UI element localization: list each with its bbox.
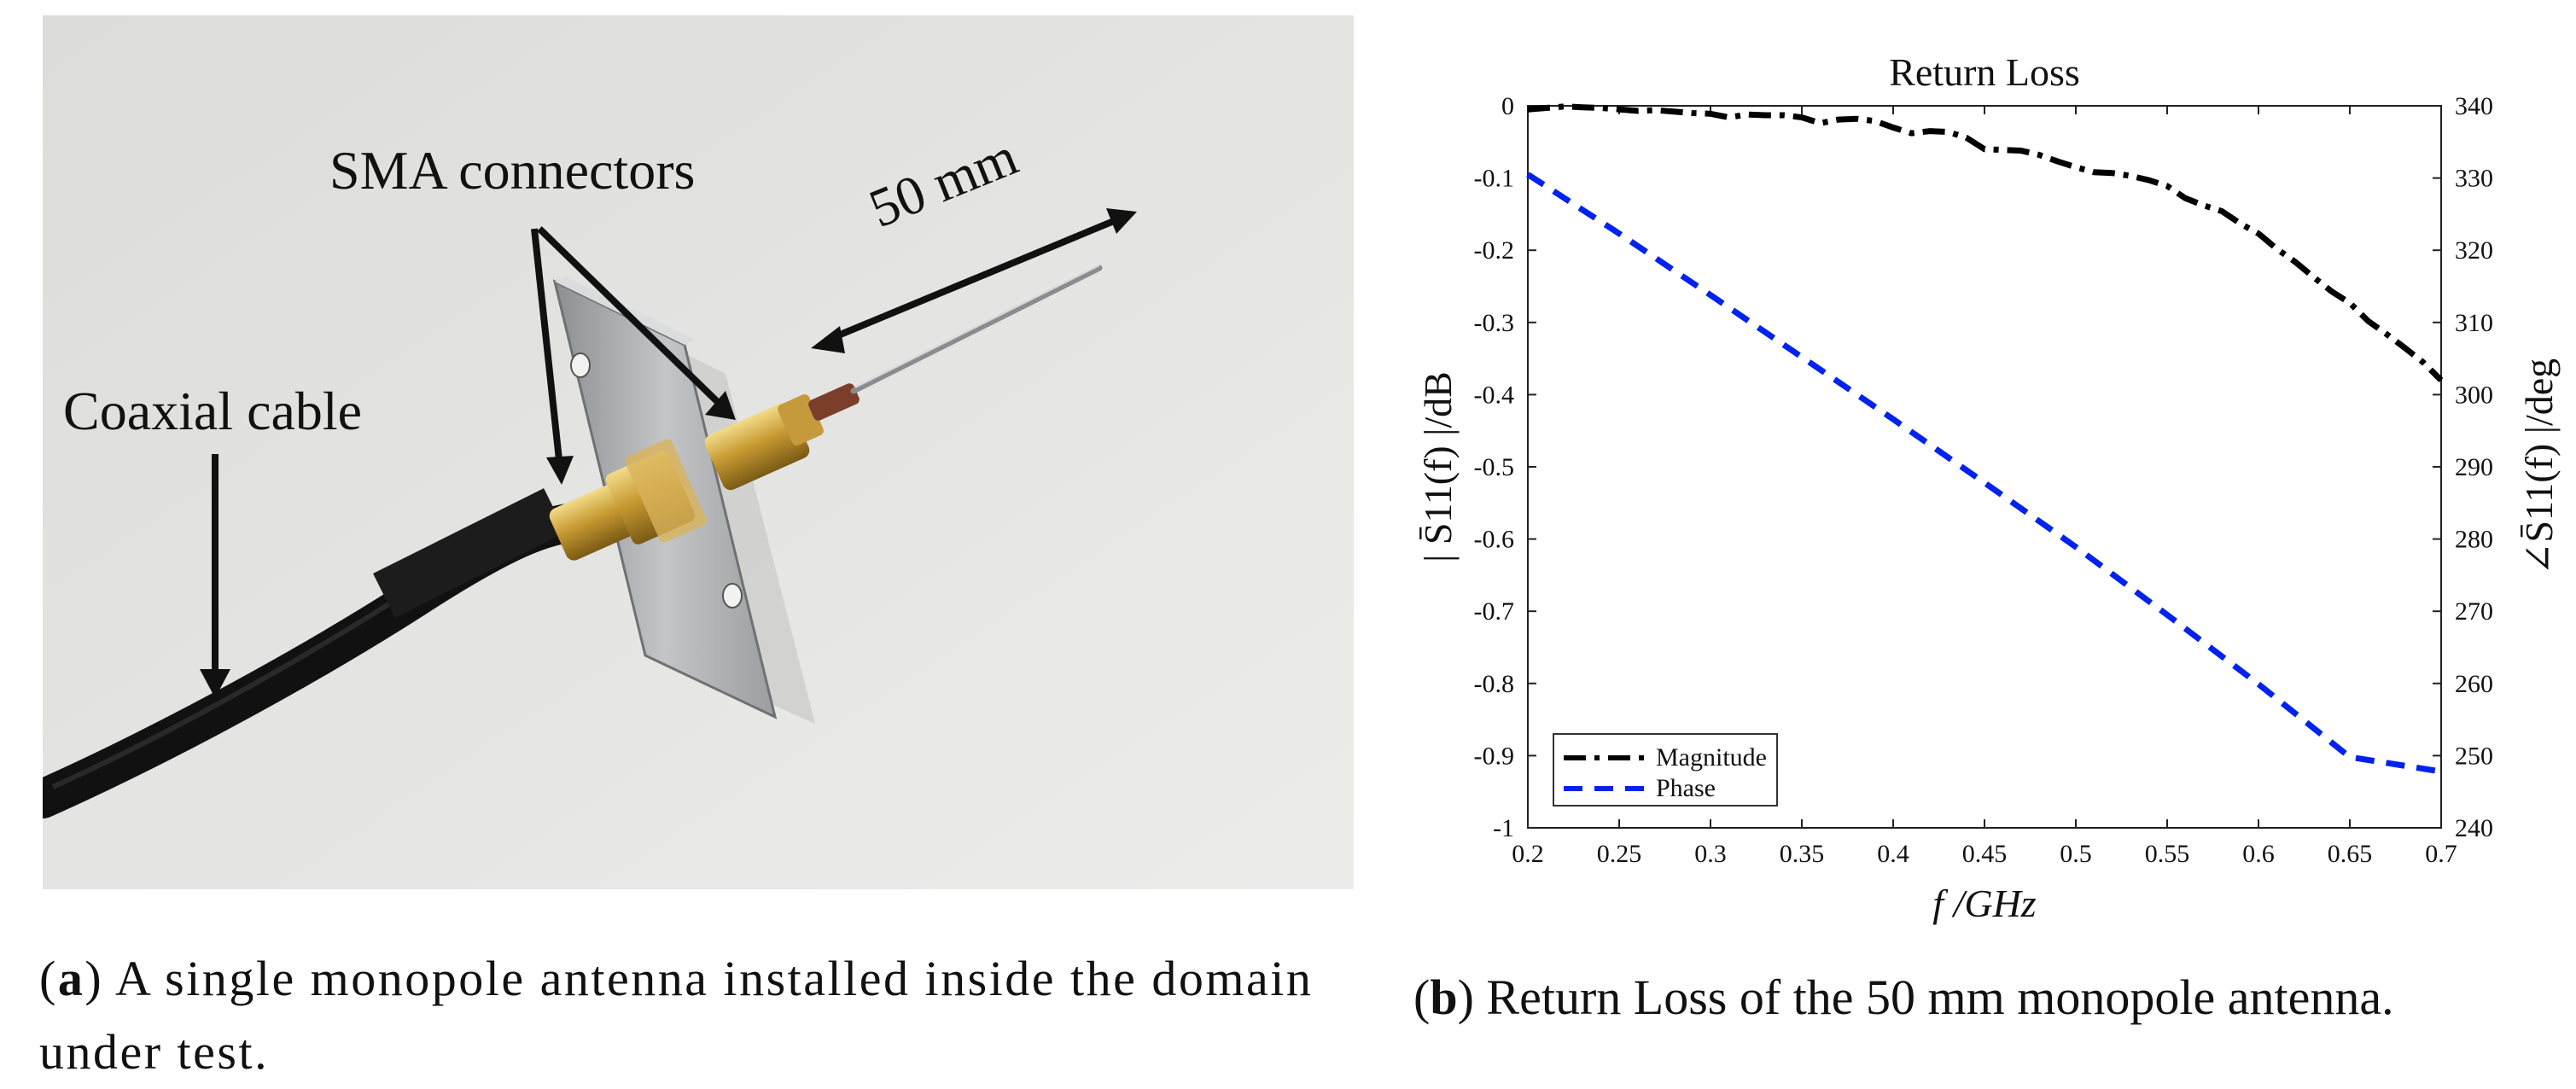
y-tick-label: -0.9: [1474, 742, 1515, 770]
x-axis-label: f /GHz: [1932, 882, 2037, 925]
sma-connectors-label: SMA connectors: [329, 140, 696, 201]
antenna-photo-drawing: [43, 15, 1354, 889]
return-loss-chart-svg: 0.2 0.25 0.3 0.35 0.4 0.45 0.5 0.55 0.6 0.65 0.7 0 -…: [1416, 50, 2561, 925]
antenna-photo: SMA connectors Coaxial cable 50 mm: [43, 15, 1354, 889]
x-tick-label: 0.6: [2242, 840, 2275, 868]
legend-box: [1553, 733, 1778, 807]
y-tick-label: -0.6: [1474, 526, 1515, 554]
x-tick-label: 0.7: [2425, 840, 2457, 868]
y-tick-label: -0.5: [1474, 453, 1515, 481]
y-right-tick-label: 240: [2455, 814, 2493, 842]
series-line-phase: [1526, 172, 2442, 775]
caption-a: (a) A single monopole antenna installed …: [39, 951, 1314, 1080]
y-right-tick-label: 290: [2455, 453, 2493, 481]
y-tick-label: -0.2: [1474, 236, 1515, 265]
plot-frame: [1527, 105, 2442, 829]
y-tick-label: 0: [1501, 92, 1514, 120]
heat-shrink-sleeve: [373, 488, 566, 618]
legend-label-phase: Phase: [1656, 774, 1716, 802]
x-tick-label: 0.4: [1877, 840, 1909, 868]
y-right-tick-label: 340: [2455, 92, 2493, 120]
y-tick-label: -0.3: [1474, 309, 1515, 337]
caption-b-tag: b: [1430, 970, 1458, 1025]
sma-connector-lower: [549, 439, 707, 561]
x-tick-label: 0.45: [1962, 840, 2008, 868]
caption-b-text: Return Loss of the 50 mm monopole antenn…: [1486, 970, 2394, 1025]
coaxial-cable-label: Coaxial cable: [63, 381, 363, 441]
x-tick-label: 0.25: [1597, 840, 1642, 868]
plate-hole: [570, 352, 591, 378]
antenna-sleeve: [808, 383, 860, 421]
y-right-tick-label: 260: [2455, 670, 2493, 698]
return-loss-chart: 0.2 0.25 0.3 0.35 0.4 0.45 0.5 0.55 0.6 0.65 0.7 0 -…: [1400, 26, 2561, 930]
caption-a-tag: a: [57, 951, 85, 1006]
y-right-tick-label: 310: [2455, 309, 2493, 337]
y-axis-label: | S̄11(f) |/dB: [1416, 371, 1460, 562]
caption-b: (b) Return Loss of the 50 mm monopole an…: [1413, 970, 2394, 1025]
legend-label-magnitude: Magnitude: [1656, 743, 1767, 772]
y-right-tick-label: 320: [2455, 236, 2493, 265]
x-tick-label: 0.55: [2145, 840, 2190, 868]
y-right-tick-label: 330: [2455, 165, 2493, 193]
y-right-tick-label: 270: [2455, 597, 2493, 626]
plate-hole: [722, 583, 743, 609]
y-tick-label: -0.4: [1474, 381, 1515, 409]
series-line-magnitude: [1527, 103, 2444, 382]
monopole-wire: [850, 265, 1103, 394]
x-tick-label: 0.65: [2328, 840, 2373, 868]
y-right-tick-label: 300: [2455, 381, 2493, 409]
arrow-heads: [200, 208, 1137, 698]
chart-title: Return Loss: [1889, 50, 2080, 94]
y-tick-label: -0.1: [1474, 165, 1515, 193]
y-tick-label: -0.7: [1474, 597, 1515, 626]
x-tick-label: 0.3: [1694, 840, 1727, 868]
y-right-axis-label: ∠S̄11(f) |/deg: [2517, 358, 2561, 575]
annotation-arrows: [212, 215, 1122, 681]
x-tick-label: 0.35: [1780, 840, 1825, 868]
y-tick-label: -0.8: [1474, 670, 1515, 698]
y-right-tick-label: 280: [2455, 526, 2493, 554]
y-right-tick-label: 250: [2455, 742, 2493, 770]
caption-a-text: A single monopole antenna installed insi…: [39, 951, 1314, 1080]
y-tick-label: -1: [1493, 814, 1514, 842]
x-tick-label: 0.5: [2060, 840, 2092, 868]
x-tick-label: 0.2: [1512, 840, 1544, 868]
